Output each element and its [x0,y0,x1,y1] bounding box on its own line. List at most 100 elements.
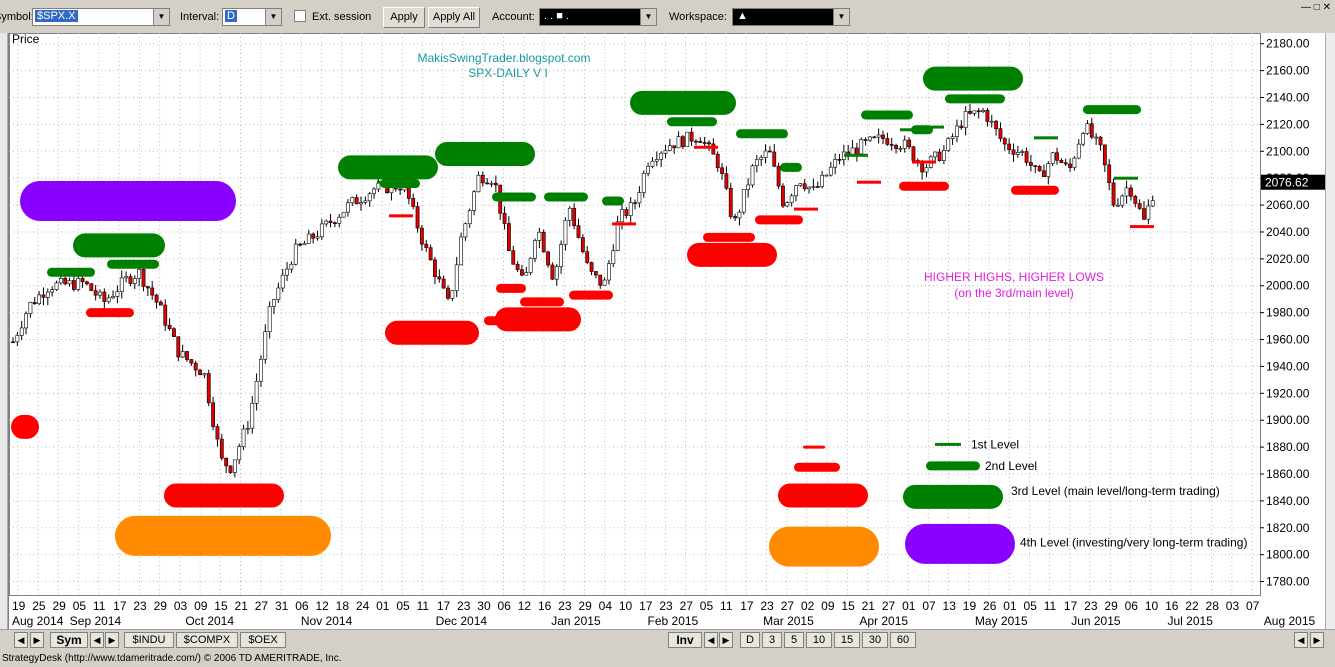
candle-up [667,145,672,151]
candle-down [998,128,1003,139]
candle-down [698,140,703,143]
tab-indu[interactable]: $INDU [124,632,174,648]
candle-up [124,276,129,279]
x-tick-label: 27 [255,599,269,613]
window-controls[interactable]: — □ ✕ [1301,2,1331,13]
toolbar: Symbol: $SPX.X ▼ Interval: D ▼ Ext. sess… [0,0,1335,34]
candle-up [554,266,559,280]
price-chart: 2180.002160.002140.002120.002100.002080.… [9,33,1325,628]
tab-compx[interactable]: $COMPX [176,632,238,648]
prev-interval-icon[interactable]: ◀ [704,632,718,648]
candle-down [163,304,168,326]
candle-up [567,207,572,221]
interval-5[interactable]: 5 [784,632,804,648]
interval-10[interactable]: 10 [806,632,832,648]
candle-down [589,262,594,272]
candle-down [89,283,94,291]
interval-30[interactable]: 30 [862,632,888,648]
scroll-right-end-icon[interactable]: ▶ [1310,632,1324,648]
candle-down [715,153,720,169]
apply-button[interactable]: Apply [383,7,425,28]
candle-up [533,240,537,259]
y-tick-label: 1940.00 [1266,359,1310,373]
x-tick-label: 15 [841,599,855,613]
chevron-down-icon[interactable]: ▼ [833,9,849,25]
candle-down [185,351,189,360]
candle-up [659,152,664,160]
candle-down [128,276,133,284]
chevron-down-icon[interactable]: ▼ [265,9,281,25]
y-tick-label: 1780.00 [1266,575,1310,589]
candle-down [1033,165,1038,167]
candle-down [154,294,159,303]
interval-60[interactable]: 60 [890,632,916,648]
candle-up [119,277,124,292]
sym-button[interactable]: Sym [50,632,88,648]
inv-button[interactable]: Inv [668,632,702,648]
interval-15[interactable]: 15 [834,632,860,648]
candle-up [132,278,137,284]
candle-down [546,251,550,266]
x-tick-label: 23 [1084,599,1098,613]
candle-down [728,187,733,217]
x-tick-label: 18 [336,599,350,613]
account-combobox[interactable]: . . ■ . ▼ [539,8,657,26]
candle-down [598,274,603,286]
x-tick-label: 24 [356,599,370,613]
candle-up [472,191,477,211]
level3-low-marker [385,320,479,345]
candle-down [437,276,442,280]
scroll-left-icon[interactable]: ◀ [14,632,28,648]
interval-label: Interval: [180,11,220,23]
candle-up [902,139,907,149]
scroll-right-icon[interactable]: ▶ [30,632,44,648]
candle-up [372,188,376,195]
ext-session-checkbox[interactable] [294,10,306,22]
candle-down [694,140,698,143]
candle-down [354,197,359,205]
candle-up [950,136,955,139]
candle-down [854,147,859,155]
candle-down [585,251,590,263]
next-interval-icon[interactable]: ▶ [719,632,733,648]
chevron-down-icon[interactable]: ▼ [640,9,656,25]
candle-up [115,291,120,297]
next-symbol-icon[interactable]: ▶ [105,632,119,648]
candle-down [93,290,98,296]
workspace-label: Workspace: [669,11,727,23]
workspace-combobox[interactable]: ▲ ▼ [732,8,850,26]
y-tick-label: 2020.00 [1266,252,1310,266]
x-month-label: Jan 2015 [551,614,601,628]
level1-low-marker [612,222,636,226]
level1-low-marker [1130,225,1154,229]
candle-up [981,110,985,112]
x-tick-label: 23 [760,599,774,613]
candle-up [628,202,633,216]
prev-symbol-icon[interactable]: ◀ [90,632,104,648]
symbol-combobox[interactable]: $SPX.X ▼ [32,8,170,26]
tab-oex[interactable]: $OEX [240,632,286,648]
candle-up [1081,133,1086,145]
candle-up [263,331,268,360]
candle-up [798,183,803,187]
candle-up [620,209,624,223]
right-scroll-strip[interactable] [1325,33,1335,637]
scroll-left-end-icon[interactable]: ◀ [1294,632,1308,648]
chart-area[interactable]: 2180.002160.002140.002120.002100.002080.… [8,33,1325,637]
candle-down [1024,151,1029,163]
candle-up [463,223,468,238]
drawing-tools-strip[interactable] [0,33,8,637]
level2-low-marker [520,297,564,307]
apply-all-button[interactable]: Apply All [428,7,480,28]
chevron-down-icon[interactable]: ▼ [153,9,169,25]
interval-3[interactable]: 3 [762,632,782,648]
interval-d[interactable]: D [740,632,760,648]
level2-low-marker [569,290,613,300]
candle-down [1068,163,1072,168]
candle-up [250,403,255,429]
candle-up [789,195,794,203]
x-tick-label: 03 [1226,599,1240,613]
interval-combobox[interactable]: D ▼ [222,8,282,26]
candle-down [1107,164,1112,184]
candle-down [802,183,807,190]
